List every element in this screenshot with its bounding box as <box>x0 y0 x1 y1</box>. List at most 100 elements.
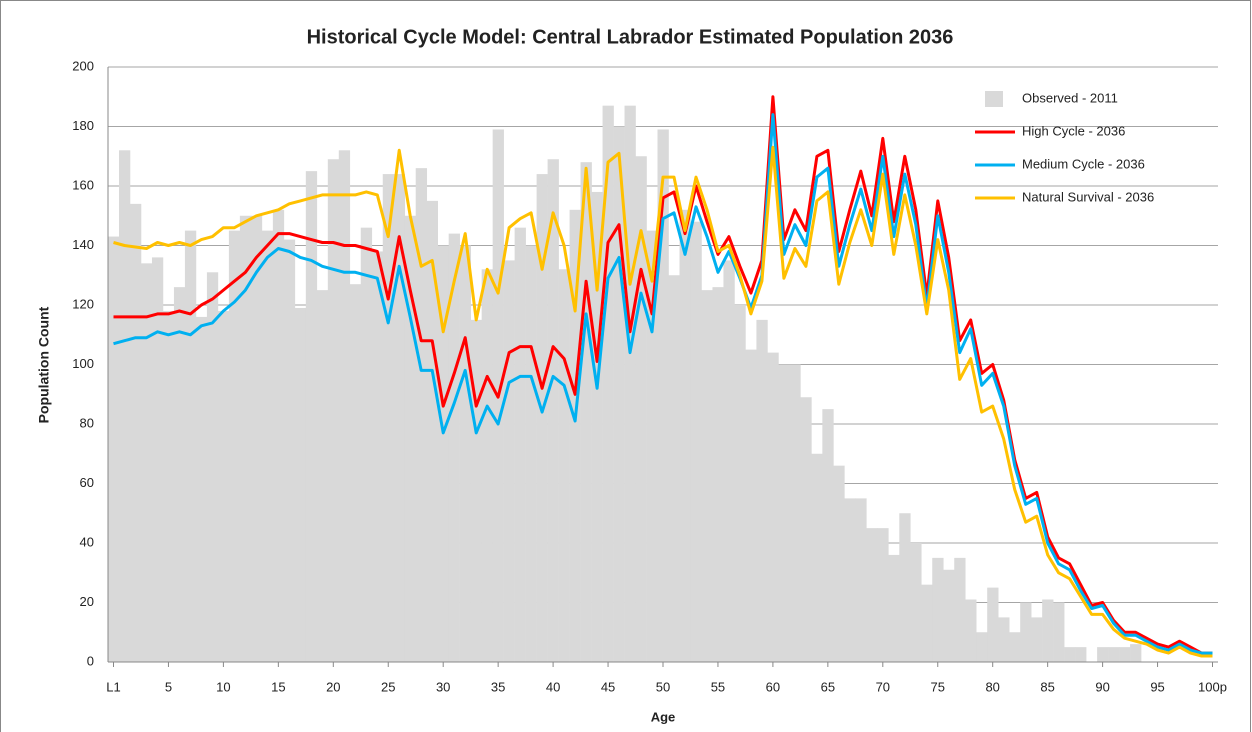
x-tick-label: 80 <box>985 679 999 694</box>
y-tick-label: 200 <box>72 58 94 73</box>
x-tick-label: 100p <box>1198 679 1227 694</box>
bar <box>327 159 340 662</box>
bar <box>624 105 636 663</box>
bar <box>206 272 219 662</box>
legend-label: Medium Cycle - 2036 <box>1022 156 1145 171</box>
bar <box>1119 647 1131 662</box>
bar <box>217 310 230 662</box>
y-tick-label: 60 <box>80 475 94 490</box>
bar <box>965 599 977 662</box>
y-tick-label: 100 <box>72 356 94 371</box>
bar <box>657 129 669 663</box>
bar <box>503 260 515 662</box>
bar <box>1108 647 1120 662</box>
y-tick-label: 40 <box>80 534 94 549</box>
line-series <box>113 95 1213 655</box>
bar <box>822 409 834 662</box>
bar <box>811 453 823 662</box>
x-tick-label: 75 <box>931 679 945 694</box>
x-tick-label: 55 <box>711 679 725 694</box>
bar <box>613 126 625 662</box>
x-tick-label: 95 <box>1150 679 1164 694</box>
y-tick-label: 160 <box>72 177 94 192</box>
bar <box>943 569 955 662</box>
bar <box>1097 647 1109 662</box>
bar <box>547 159 559 662</box>
bar <box>470 319 482 662</box>
x-tick-label: 50 <box>656 679 670 694</box>
bar <box>899 513 911 662</box>
bar <box>734 305 746 662</box>
bar <box>1031 617 1043 662</box>
x-tick-label: 20 <box>326 679 340 694</box>
bar <box>415 168 428 662</box>
bar <box>646 230 658 662</box>
bar <box>283 239 296 663</box>
bar <box>338 150 351 663</box>
bar <box>679 209 691 663</box>
x-tick-label: 70 <box>876 679 890 694</box>
y-tick-label: 180 <box>72 118 94 133</box>
bar <box>448 233 460 662</box>
bar <box>371 251 384 662</box>
x-tick-label: 40 <box>546 679 560 694</box>
x-tick-label: 35 <box>491 679 505 694</box>
bar <box>635 156 647 662</box>
line-series <box>113 113 1213 655</box>
bar <box>1064 647 1076 662</box>
bar <box>778 364 790 662</box>
bar <box>228 230 241 662</box>
y-axis-label: Population Count <box>36 306 52 423</box>
bar <box>998 617 1010 662</box>
bar <box>602 105 614 663</box>
bar <box>382 174 395 662</box>
bar <box>877 528 889 662</box>
bar <box>184 230 197 662</box>
y-tick-label: 20 <box>80 594 94 609</box>
chart-title: Historical Cycle Model: Central Labrador… <box>307 26 954 48</box>
x-tick-label: 15 <box>271 679 285 694</box>
bar <box>1075 647 1087 662</box>
bar <box>250 215 263 662</box>
bar <box>668 275 680 662</box>
bar <box>525 245 537 662</box>
bar <box>426 200 439 662</box>
bar <box>437 245 449 662</box>
bar <box>833 465 845 662</box>
bar <box>305 171 318 662</box>
x-tick-label: 30 <box>436 679 450 694</box>
bar <box>239 215 252 662</box>
bar <box>987 587 999 662</box>
bar <box>690 221 702 662</box>
bar <box>580 162 592 662</box>
bar <box>195 316 208 662</box>
bar <box>789 364 801 662</box>
bar <box>404 215 417 662</box>
bar <box>756 319 768 662</box>
bar <box>261 230 274 662</box>
bar <box>701 290 713 662</box>
bar <box>360 227 373 662</box>
bar <box>1053 602 1065 662</box>
bar <box>272 209 285 663</box>
bar <box>514 227 526 662</box>
x-tick-label: 25 <box>381 679 395 694</box>
legend-label: Observed - 2011 <box>1022 90 1118 105</box>
bar <box>173 287 186 662</box>
bar <box>844 498 856 662</box>
x-tick-label: L1 <box>106 679 120 694</box>
bar <box>129 203 142 662</box>
bar <box>921 584 933 662</box>
bar <box>558 269 570 662</box>
bar <box>536 174 548 662</box>
legend-label: High Cycle - 2036 <box>1022 123 1125 138</box>
bar <box>855 498 867 662</box>
bar <box>910 543 922 662</box>
x-tick-label: 85 <box>1040 679 1054 694</box>
bar <box>151 257 164 662</box>
x-tick-label: 65 <box>821 679 835 694</box>
bar <box>294 307 307 662</box>
bar <box>976 632 988 662</box>
bar <box>162 310 175 662</box>
